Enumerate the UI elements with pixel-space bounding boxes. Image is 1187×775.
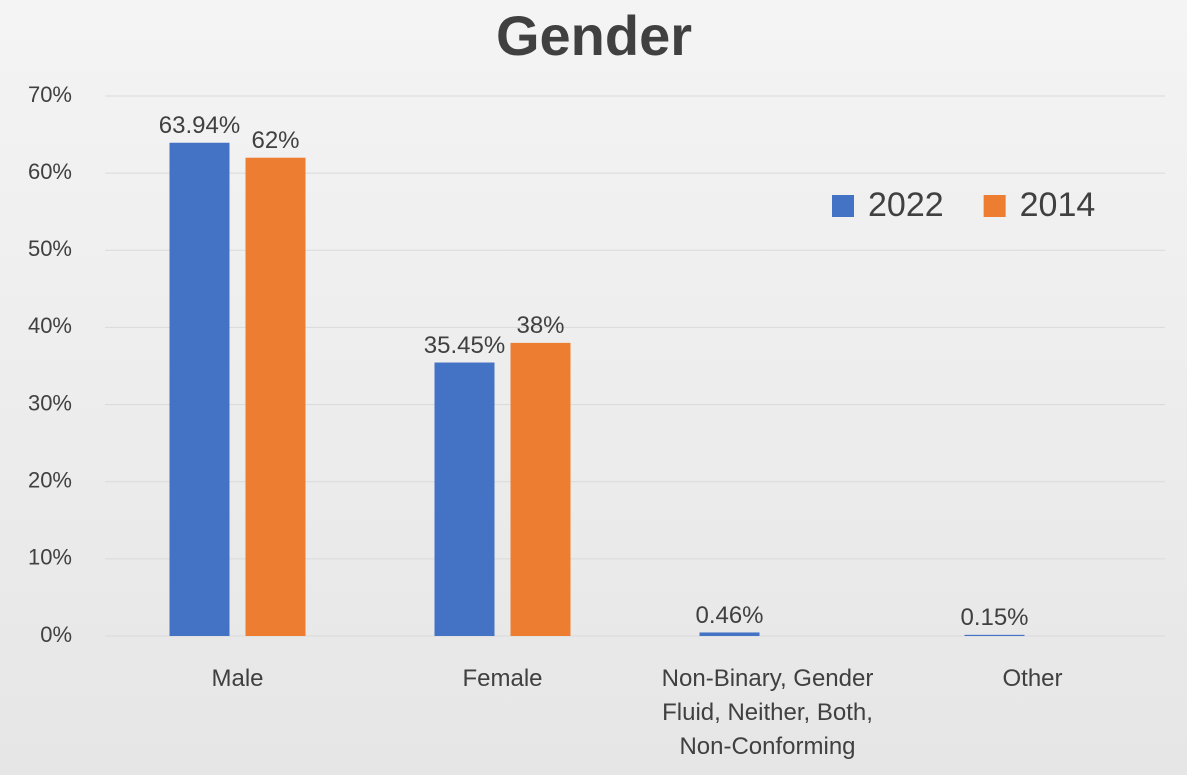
bar bbox=[510, 342, 571, 636]
data-label: 0.46% bbox=[695, 602, 763, 629]
x-tick-label: Non-Binary, Gender Fluid, Neither, Both,… bbox=[661, 665, 874, 760]
data-label: 35.45% bbox=[424, 332, 505, 359]
bar bbox=[964, 634, 1025, 636]
y-tick-label: 0% bbox=[40, 622, 72, 647]
legend-label: 2014 bbox=[1020, 186, 1096, 224]
legend-label: 2022 bbox=[868, 186, 944, 224]
y-tick-label: 70% bbox=[28, 82, 72, 107]
bar bbox=[245, 157, 306, 636]
y-tick-label: 20% bbox=[28, 468, 72, 493]
y-tick-label: 40% bbox=[28, 313, 72, 338]
y-tick-label: 30% bbox=[28, 390, 72, 415]
x-tick-label: Female bbox=[462, 665, 543, 692]
data-label: 63.94% bbox=[159, 112, 240, 139]
legend-swatch bbox=[832, 195, 854, 217]
data-label: 62% bbox=[251, 127, 299, 154]
legend-swatch bbox=[983, 195, 1006, 217]
y-tick-label: 10% bbox=[28, 545, 72, 570]
data-label: 0.15% bbox=[960, 604, 1028, 631]
x-tick-label: Other bbox=[1002, 665, 1063, 692]
chart-title: Gender bbox=[496, 4, 692, 67]
data-label: 38% bbox=[516, 312, 564, 339]
bar bbox=[699, 632, 760, 636]
y-tick-label: 50% bbox=[28, 236, 72, 261]
bar bbox=[434, 362, 495, 636]
x-tick-label: Male bbox=[211, 665, 264, 692]
y-tick-label: 60% bbox=[28, 159, 72, 184]
bar bbox=[169, 142, 230, 636]
